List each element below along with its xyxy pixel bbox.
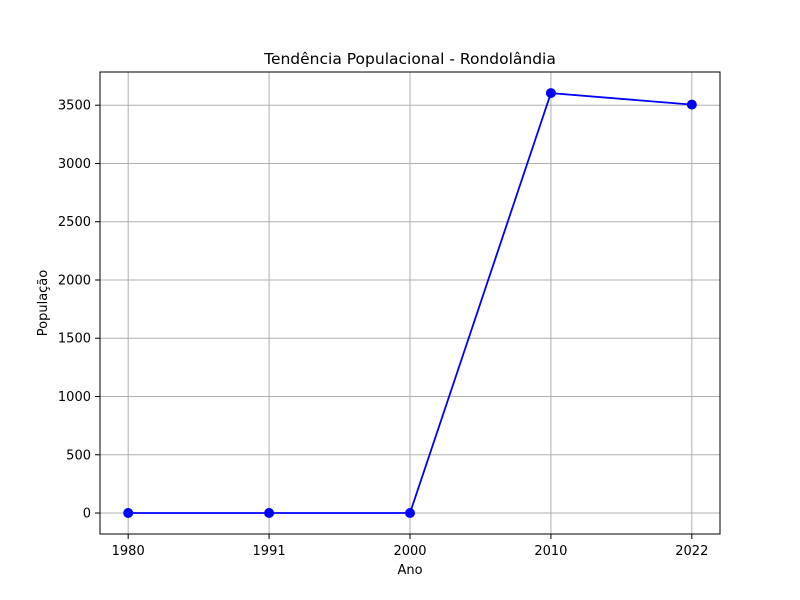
x-tick-label: 2010 [534,544,567,559]
x-tick-label: 2000 [393,544,426,559]
x-tick-label: 1991 [253,544,286,559]
y-tick-label: 500 [66,448,91,463]
data-point [545,88,556,99]
y-tick-label: 1000 [58,390,91,405]
y-tick-label: 2000 [58,273,91,288]
y-tick-label: 1500 [58,332,91,347]
x-axis-label: Ano [397,563,422,578]
series-layer [123,88,697,519]
x-tick-label: 2022 [675,544,708,559]
ticks-layer: 1980 1991 2000 2010 2022 0 500 1000 1500 2000 2500… [58,99,708,559]
data-point [264,508,275,519]
y-axis-label: População [36,270,51,337]
y-tick-label: 3500 [58,99,91,114]
grid-layer [100,72,720,534]
y-tick-label: 3000 [58,157,91,172]
data-point [123,508,134,519]
x-tick-label: 1980 [112,544,145,559]
y-tick-label: 0 [83,507,91,522]
data-point [405,508,415,519]
chart-title: Tendência Populacional - Rondolândia [263,50,556,68]
data-point [686,99,697,110]
y-tick-label: 2500 [58,215,91,230]
